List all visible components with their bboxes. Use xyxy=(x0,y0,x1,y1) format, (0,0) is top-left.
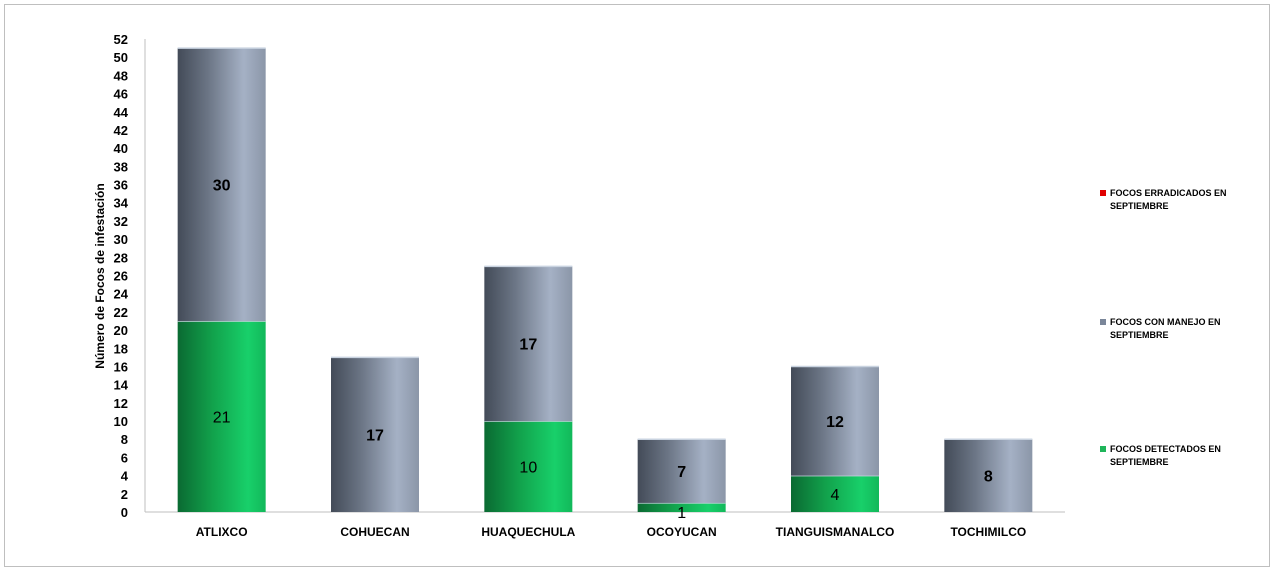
y-tick-label: 22 xyxy=(114,305,128,320)
bar-segment xyxy=(944,439,1033,512)
y-tick-label: 48 xyxy=(114,68,128,83)
y-tick-label: 34 xyxy=(114,196,129,211)
bars-layer xyxy=(177,47,1033,512)
bar-segment xyxy=(177,320,266,512)
data-label: 12 xyxy=(826,414,844,431)
bar-segment xyxy=(484,266,573,422)
data-label: 17 xyxy=(366,428,384,445)
bar-segment xyxy=(484,421,573,512)
data-label: 30 xyxy=(213,178,231,195)
y-tick-label: 28 xyxy=(114,250,128,265)
y-tick-label: 20 xyxy=(114,323,128,338)
legend: FOCOS ERRADICADOS EN SEPTIEMBRE FOCOS CON … xyxy=(1100,188,1227,467)
x-tick-label: TOCHIMILCO xyxy=(950,525,1026,539)
y-tick-label: 40 xyxy=(114,141,128,156)
axis-layer: 0246810121416182022242628303234363840424… xyxy=(114,32,1065,539)
y-tick-label: 12 xyxy=(114,396,128,411)
y-tick-label: 32 xyxy=(114,214,128,229)
y-axis-label: Número de Focos de infestación xyxy=(93,183,107,368)
y-tick-label: 10 xyxy=(114,414,128,429)
data-label: 8 xyxy=(984,469,993,486)
legend-label: FOCOS CON MANEJO EN SEPTIEMBRE xyxy=(1110,317,1221,340)
legend-swatch xyxy=(1100,190,1106,196)
bar-segment xyxy=(637,439,726,503)
y-tick-label: 52 xyxy=(114,32,128,47)
data-label: 17 xyxy=(519,337,537,354)
data-label: 10 xyxy=(519,460,537,477)
y-tick-label: 16 xyxy=(114,359,128,374)
y-tick-label: 4 xyxy=(121,469,129,484)
bar-segment xyxy=(791,366,879,476)
x-tick-label: COHUECAN xyxy=(340,525,409,539)
legend-item: FOCOS DETECTADOS EN SEPTIEMBRE xyxy=(1100,444,1221,467)
data-label: 7 xyxy=(677,464,686,481)
y-tick-label: 24 xyxy=(114,287,129,302)
legend-swatch xyxy=(1100,319,1106,325)
y-tick-label: 36 xyxy=(114,178,128,193)
legend-label: FOCOS ERRADICADOS EN SEPTIEMBRE xyxy=(1110,188,1227,211)
x-tick-label: ATLIXCO xyxy=(196,525,248,539)
y-tick-label: 14 xyxy=(114,378,129,393)
legend-item: FOCOS ERRADICADOS EN SEPTIEMBRE xyxy=(1100,188,1227,211)
bar-segment xyxy=(331,357,419,512)
bar-segment xyxy=(637,502,726,512)
y-tick-label: 50 xyxy=(114,50,128,65)
legend-swatch xyxy=(1100,446,1106,452)
y-tick-label: 6 xyxy=(121,450,128,465)
y-tick-label: 8 xyxy=(121,432,128,447)
y-tick-label: 42 xyxy=(114,123,128,138)
bar-segment xyxy=(791,475,879,512)
x-tick-label: HUAQUECHULA xyxy=(481,525,575,539)
y-tick-label: 18 xyxy=(114,341,128,356)
y-tick-label: 46 xyxy=(114,87,128,102)
x-tick-label: TIANGUISMANALCO xyxy=(776,525,895,539)
y-tick-label: 38 xyxy=(114,159,128,174)
bar-segment xyxy=(177,48,266,321)
y-tick-label: 2 xyxy=(121,487,128,502)
legend-item: FOCOS CON MANEJO EN SEPTIEMBRE xyxy=(1100,317,1221,340)
y-tick-label: 44 xyxy=(114,105,129,120)
y-tick-label: 0 xyxy=(121,505,128,520)
y-tick-label: 26 xyxy=(114,269,128,284)
legend-label: FOCOS DETECTADOS EN SEPTIEMBRE xyxy=(1110,444,1221,467)
data-label: 1 xyxy=(677,505,686,522)
data-label: 21 xyxy=(213,409,231,426)
x-tick-label: OCOYUCAN xyxy=(647,525,717,539)
data-label: 4 xyxy=(831,487,840,504)
y-tick-label: 30 xyxy=(114,232,128,247)
